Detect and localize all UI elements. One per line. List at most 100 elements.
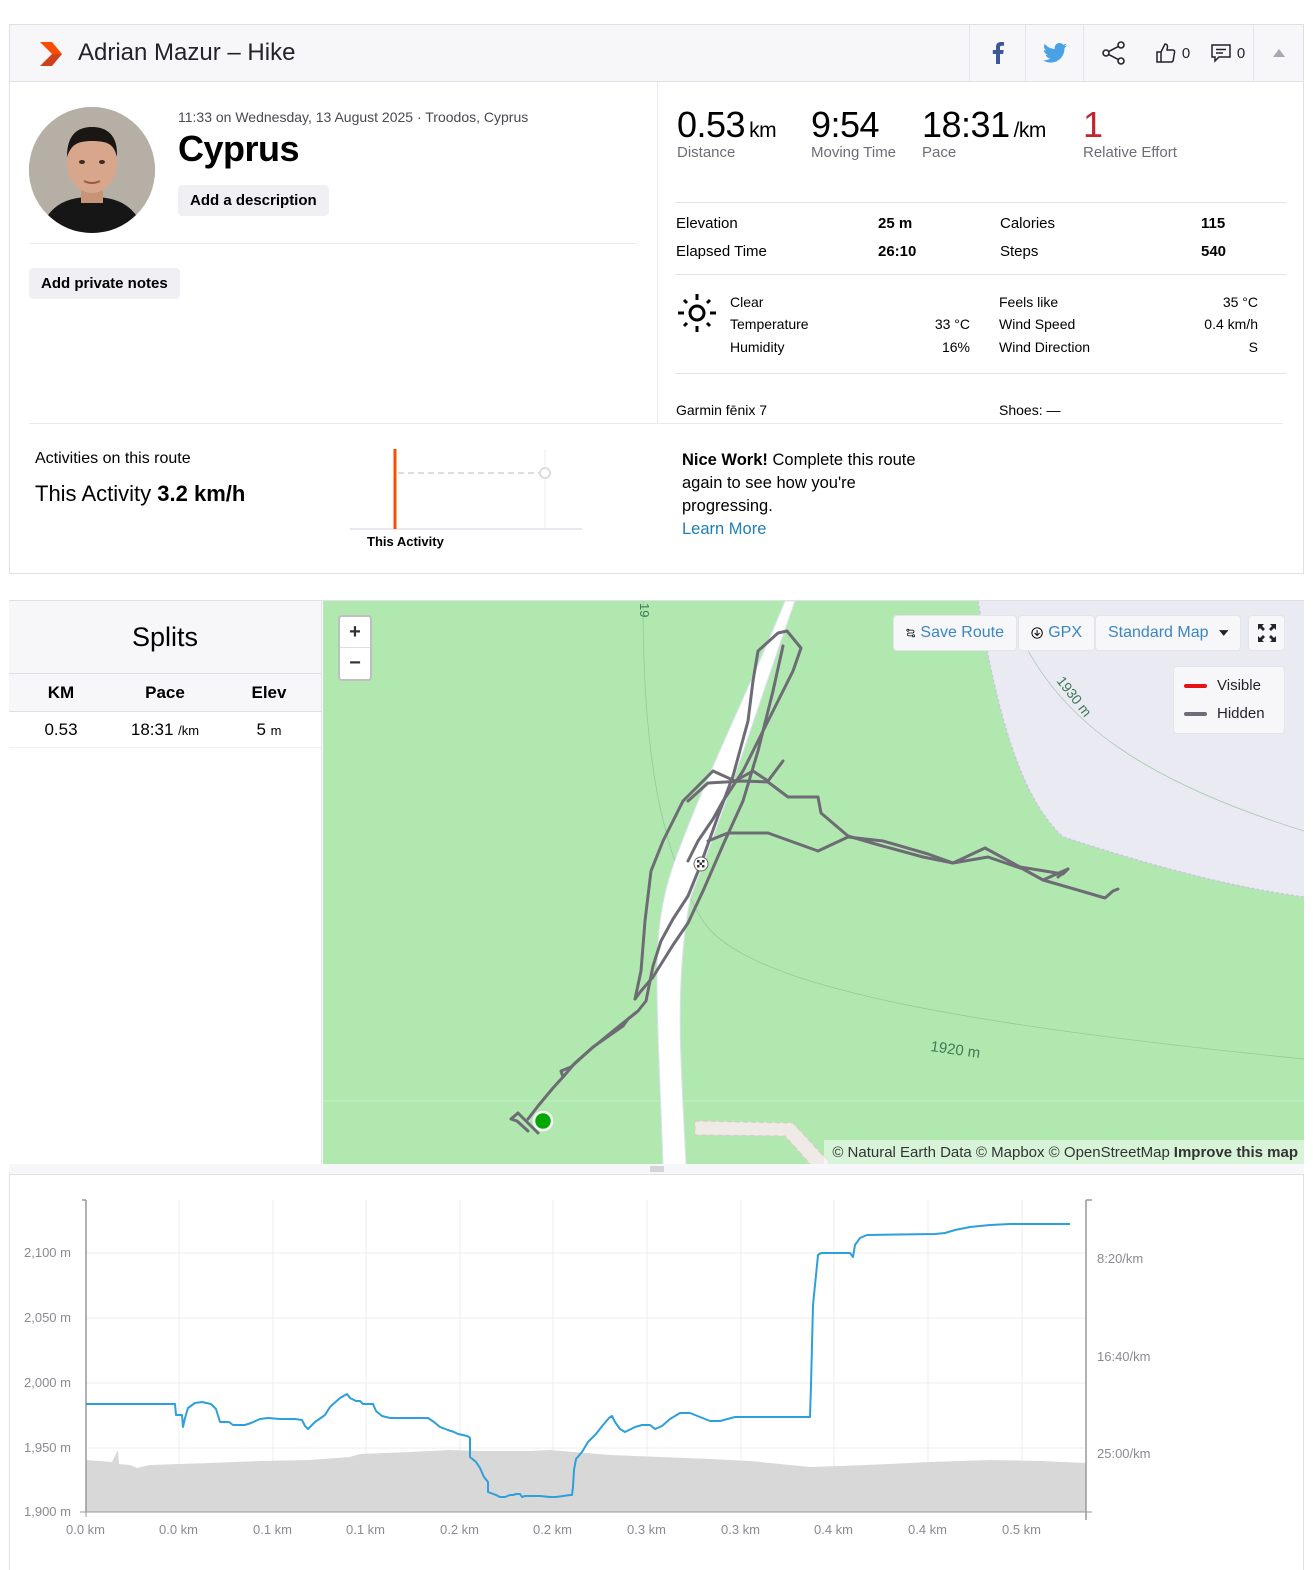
wind-direction-value: S <box>1248 339 1258 355</box>
athlete-avatar[interactable] <box>29 107 155 233</box>
fullscreen-button[interactable] <box>1248 615 1285 651</box>
comments-button[interactable]: 0 <box>1203 25 1253 81</box>
stat-distance: 0.53 km Distance <box>677 104 777 161</box>
stat-pace: 18:31/km Pace <box>922 104 1046 161</box>
x-tick: 0.2 km <box>440 1522 480 1537</box>
x-tick: 0.0 km <box>159 1522 199 1537</box>
zoom-in-button[interactable]: + <box>340 617 370 648</box>
chart-canvas[interactable] <box>10 1175 1305 1570</box>
pace-unit: /km <box>1013 119 1047 142</box>
feels-like-value: 35 °C <box>1222 294 1258 310</box>
split-pace-unit: /km <box>178 722 200 738</box>
moving-time-value: 9:54 <box>811 104 880 145</box>
map-legend: Visible Hidden <box>1173 666 1285 734</box>
nice-work-bold: Nice Work! <box>682 451 768 469</box>
map-canvas[interactable]: 1930 m 1920 m 19 <box>323 601 1304 1165</box>
steps-value: 540 <box>1201 243 1227 260</box>
activity-title[interactable]: Cyprus <box>178 128 300 169</box>
elevation-pace-chart[interactable]: 2,100 m 2,050 m 2,000 m 1,950 m 1,900 m … <box>9 1175 1304 1570</box>
calories-label: Calories <box>1000 215 1056 232</box>
route-map[interactable]: 1930 m 1920 m 19 <box>323 601 1304 1165</box>
split-pace-value: 18:31 <box>130 719 174 739</box>
route-section-label: Activities on this route <box>35 450 191 467</box>
x-tick: 0.1 km <box>253 1522 293 1537</box>
kudos-button[interactable]: 0 <box>1143 25 1203 81</box>
collapse-button[interactable] <box>1253 25 1303 81</box>
share-facebook-button[interactable] <box>969 25 1025 81</box>
legend-hidden-swatch <box>1184 711 1207 716</box>
feels-like-label: Feels like <box>999 294 1059 310</box>
fullscreen-icon <box>1257 624 1276 642</box>
comment-icon <box>1211 44 1231 63</box>
caret-down-icon <box>1218 630 1228 636</box>
thumbs-up-icon <box>1156 43 1176 63</box>
comments-count: 0 <box>1236 44 1246 62</box>
stat-moving-time: 9:54 Moving Time <box>811 104 896 161</box>
pace-tick-2500: 25:00/km <box>1097 1446 1151 1461</box>
x-tick: 0.0 km <box>66 1522 106 1537</box>
weather-condition: Clear <box>730 294 764 310</box>
add-description-button[interactable]: Add a description <box>178 185 329 216</box>
y-tick-1900: 1,900 m <box>24 1504 71 1519</box>
split-elev: 5 m <box>217 720 321 740</box>
moving-time-label: Moving Time <box>811 144 897 161</box>
divider <box>29 243 637 244</box>
wind-speed-label: Wind Speed <box>999 316 1076 332</box>
map-zoom-control: + − <box>338 615 372 681</box>
elapsed-time-label: Elapsed Time <box>676 243 767 260</box>
share-twitter-button[interactable] <box>1025 25 1083 81</box>
x-tick: 0.4 km <box>908 1522 948 1537</box>
map-style-dropdown[interactable]: Standard Map <box>1095 615 1241 651</box>
temperature-label: Temperature <box>730 316 809 332</box>
splits-panel: Splits KM Pace Elev 0.53 18:31 /km 5 m <box>9 601 322 1165</box>
add-private-notes-button[interactable]: Add private notes <box>29 268 180 299</box>
elevation-label: Elevation <box>676 215 738 232</box>
splits-header-row: KM Pace Elev <box>9 674 321 712</box>
gpx-download-button[interactable]: GPX <box>1018 615 1095 651</box>
download-icon <box>1031 627 1043 639</box>
distance-label: Distance <box>677 144 736 161</box>
table-row[interactable]: 0.53 18:31 /km 5 m <box>9 712 321 748</box>
pace-value: 18:31 <box>922 104 1010 145</box>
distance-value: 0.53 <box>677 104 746 145</box>
y-tick-2000: 2,000 m <box>24 1375 71 1390</box>
x-tick: 0.3 km <box>627 1522 667 1537</box>
save-route-label: Save Route <box>920 624 1004 641</box>
route-this-activity: This Activity 3.2 km/h <box>35 481 245 507</box>
facebook-icon <box>992 42 1004 64</box>
resize-handle[interactable] <box>9 1164 1304 1175</box>
share-button[interactable] <box>1083 25 1143 81</box>
svg-text:1920 m: 1920 m <box>929 1038 981 1062</box>
learn-more-link[interactable]: Learn More <box>682 520 767 538</box>
temperature-value: 33 °C <box>934 316 970 332</box>
attribution-text[interactable]: © Natural Earth Data © Mapbox © OpenStre… <box>832 1144 1170 1161</box>
humidity-label: Humidity <box>730 339 785 355</box>
route-activity-speed: 3.2 km/h <box>157 481 246 506</box>
share-icon <box>1101 41 1125 65</box>
sun-icon <box>678 294 716 332</box>
shoes-value: Shoes: — <box>999 402 1061 418</box>
legend-visible-label: Visible <box>1217 677 1261 694</box>
legend-visible-swatch <box>1184 683 1207 688</box>
save-route-button[interactable]: Save Route <box>893 615 1017 651</box>
map-style-label: Standard Map <box>1108 624 1209 641</box>
zoom-out-button[interactable]: − <box>349 652 361 674</box>
activity-datetime-location: 11:33 on Wednesday, 13 August 2025 · Tro… <box>178 109 529 125</box>
y-tick-2050: 2,050 m <box>24 1310 71 1325</box>
calories-value: 115 <box>1201 215 1226 232</box>
drag-handle-icon <box>650 1166 664 1172</box>
improve-map-link[interactable]: Improve this map <box>1173 1144 1298 1161</box>
y-tick-1950: 1,950 m <box>24 1440 71 1455</box>
elapsed-time-value: 26:10 <box>878 243 917 260</box>
stat-relative-effort[interactable]: 1 Relative Effort <box>1083 104 1177 161</box>
kudos-count: 0 <box>1181 44 1191 62</box>
twitter-icon <box>1042 43 1067 63</box>
pace-tick-820: 8:20/km <box>1097 1251 1144 1266</box>
split-pace: 18:31 /km <box>113 720 217 740</box>
x-tick: 0.1 km <box>346 1522 386 1537</box>
divider <box>29 423 1283 424</box>
splits-title: Splits <box>9 601 321 674</box>
split-km: 0.53 <box>44 719 78 739</box>
pace-label: Pace <box>922 144 957 161</box>
legend-visible: Visible <box>1184 677 1261 694</box>
